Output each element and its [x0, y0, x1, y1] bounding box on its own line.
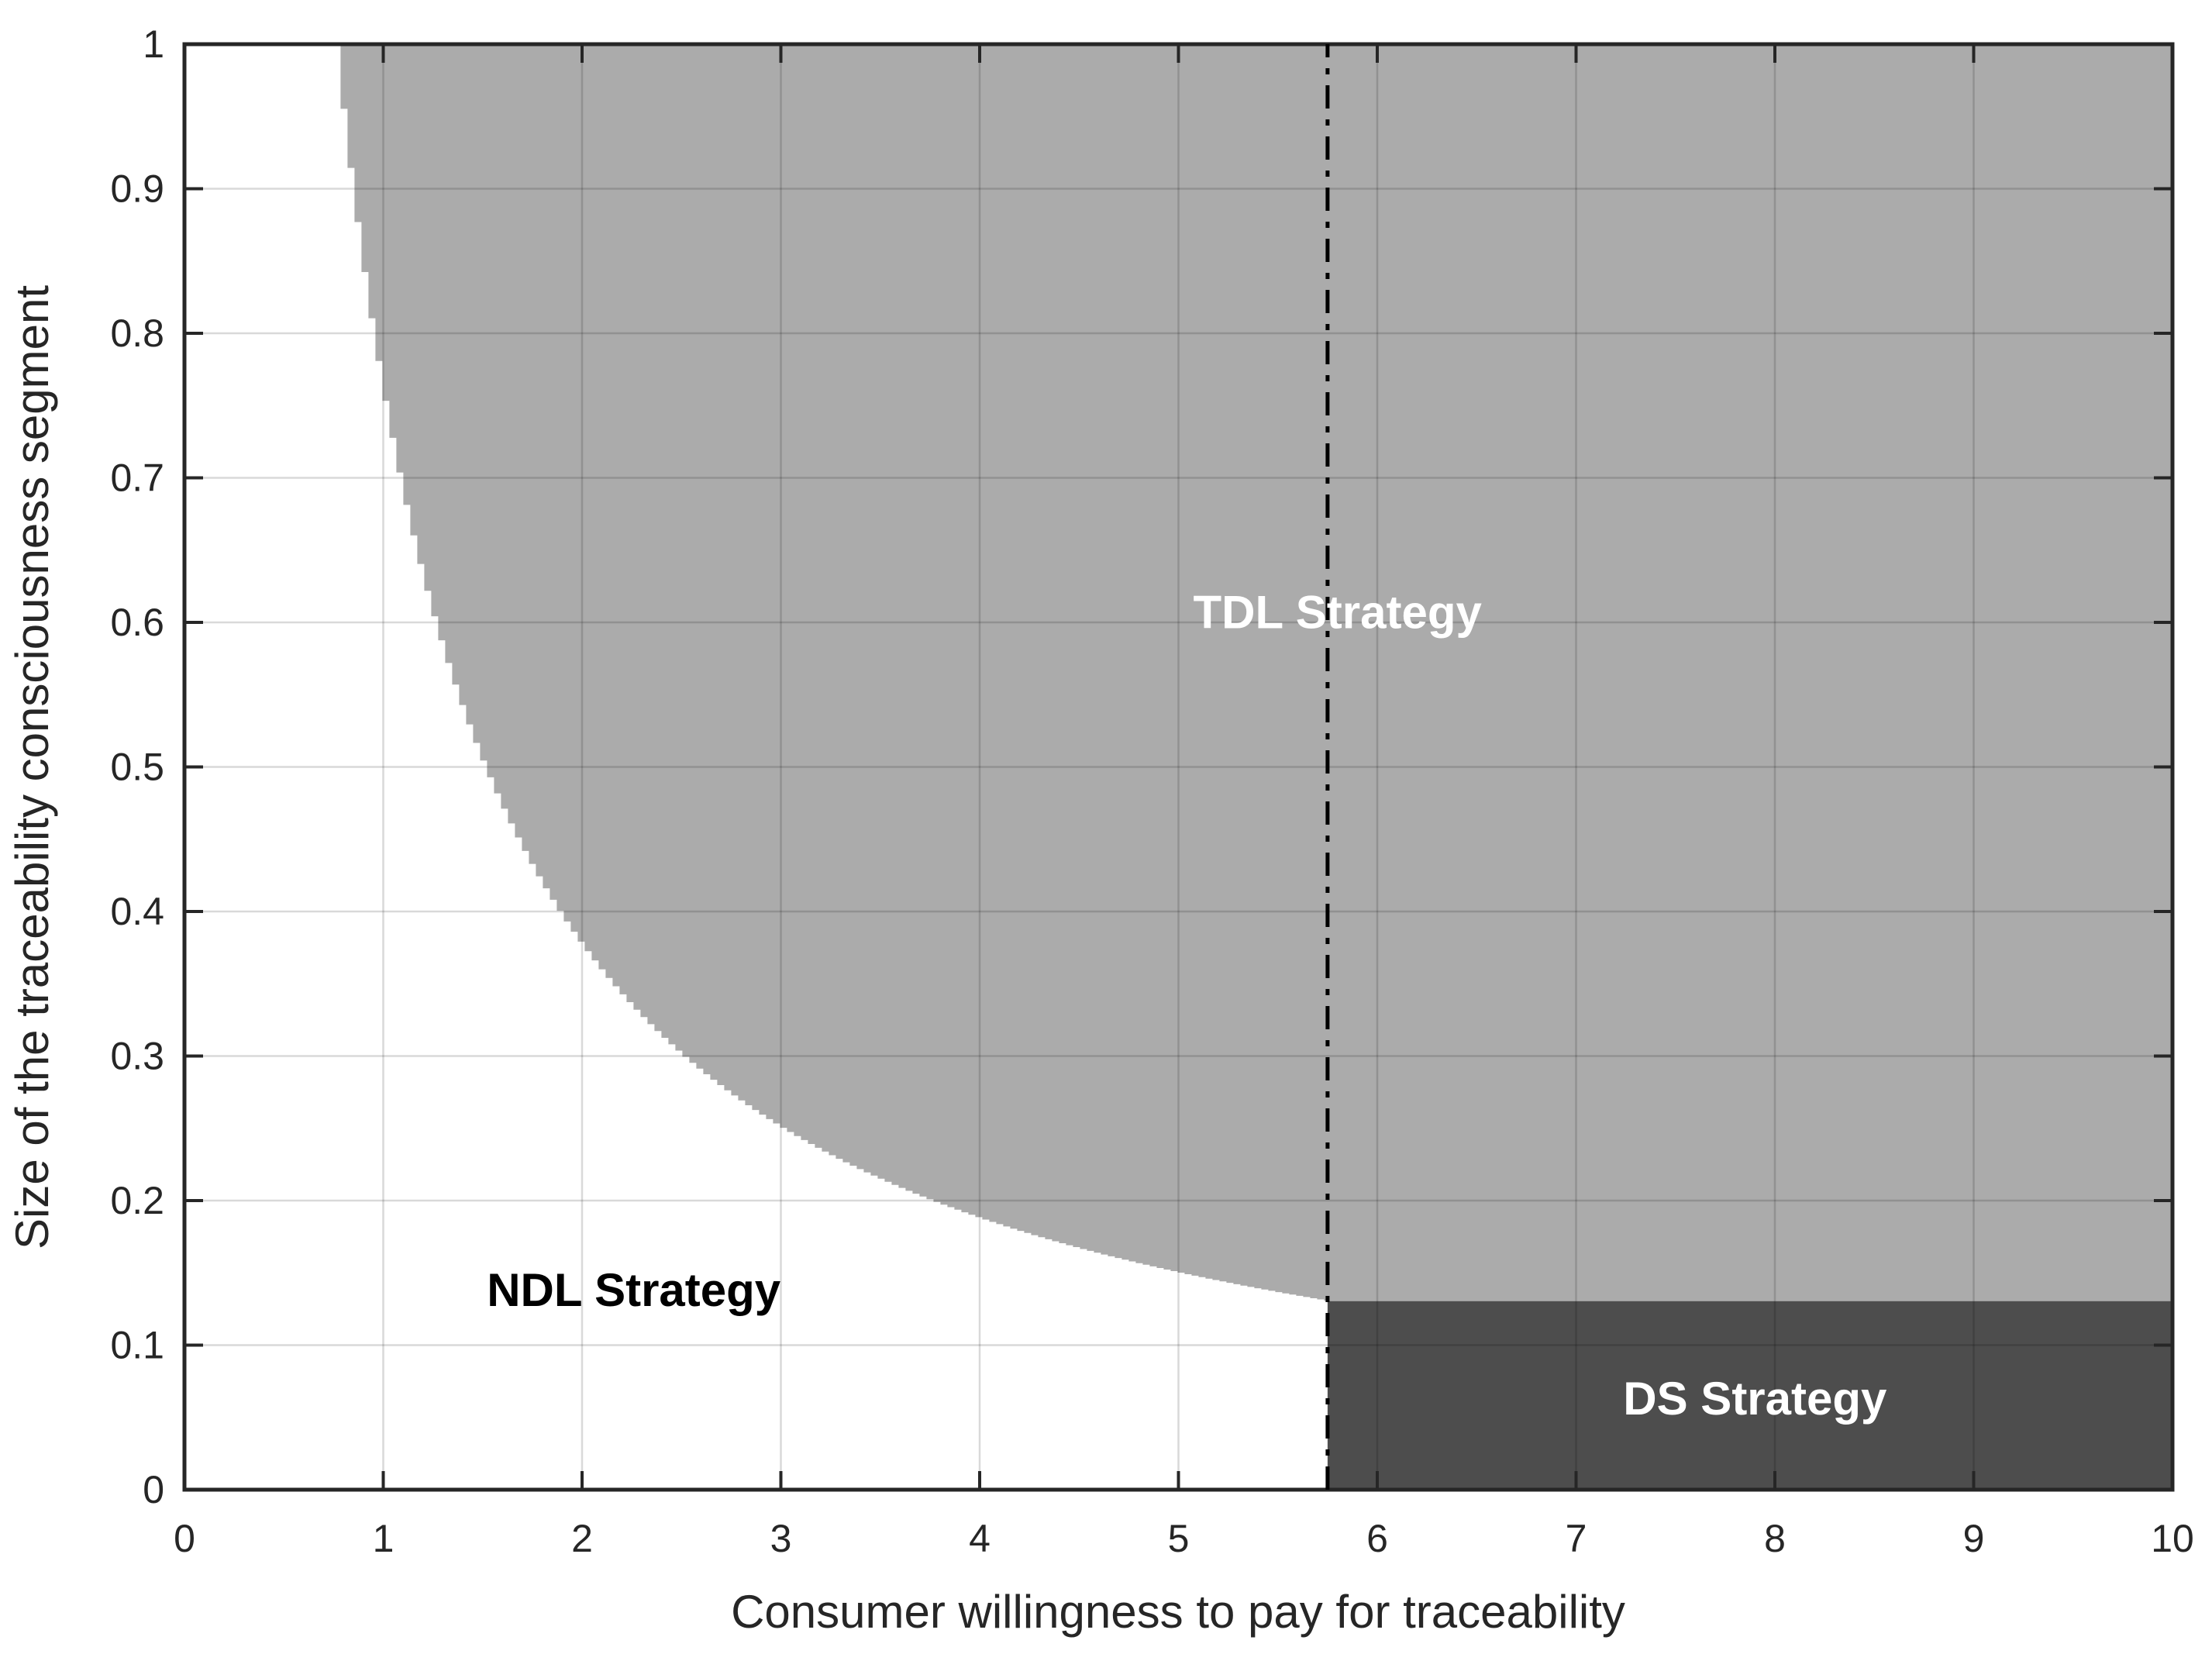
x-tick-label: 3 [770, 1517, 792, 1560]
y-tick-label: 0.3 [110, 1035, 164, 1078]
y-tick-label: 0.8 [110, 312, 164, 355]
x-tick-label: 2 [571, 1517, 593, 1560]
y-tick-label: 0.2 [110, 1179, 164, 1222]
x-tick-label: 1 [373, 1517, 395, 1560]
tick-labels: 0 1 2 3 4 5 6 7 8 9 10 0 0.1 0.2 0.3 0.4 0.5 0.6 0.7 0.8 0.9… [110, 22, 2193, 1560]
y-axis-label: Size of the traceability consciousness s… [6, 285, 58, 1249]
x-tick-label: 6 [1366, 1517, 1388, 1560]
x-tick-label: 8 [1764, 1517, 1786, 1560]
x-tick-label: 4 [969, 1517, 991, 1560]
region-label-ndl: NDL Strategy [487, 1264, 781, 1316]
y-tick-label: 0 [143, 1468, 164, 1511]
x-axis-label: Consumer willingness to pay for traceabi… [731, 1586, 1625, 1638]
grid-lines [184, 44, 2172, 1490]
x-tick-label: 7 [1566, 1517, 1587, 1560]
y-tick-label: 0.9 [110, 167, 164, 211]
y-tick-label: 0.4 [110, 890, 164, 933]
region-fills [184, 44, 2173, 1490]
y-tick-label: 0.6 [110, 601, 164, 644]
region-label-tdl: TDL Strategy [1194, 586, 1483, 638]
y-tick-label: 0.7 [110, 457, 164, 500]
region-tdl [333, 44, 2173, 1301]
x-tick-label: 0 [174, 1517, 195, 1560]
region-ds [1327, 1301, 2172, 1490]
axes-frame [182, 42, 2175, 1492]
y-tick-label: 0.1 [110, 1324, 164, 1367]
x-tick-label: 5 [1168, 1517, 1190, 1560]
x-tick-label: 9 [1963, 1517, 1985, 1560]
region-labels: NDL Strategy TDL Strategy DS Strategy [487, 586, 1887, 1425]
y-tick-label: 1 [143, 22, 164, 66]
region-label-ds: DS Strategy [1623, 1373, 1887, 1425]
x-tick-label: 10 [2151, 1517, 2194, 1560]
y-tick-label: 0.5 [110, 746, 164, 789]
